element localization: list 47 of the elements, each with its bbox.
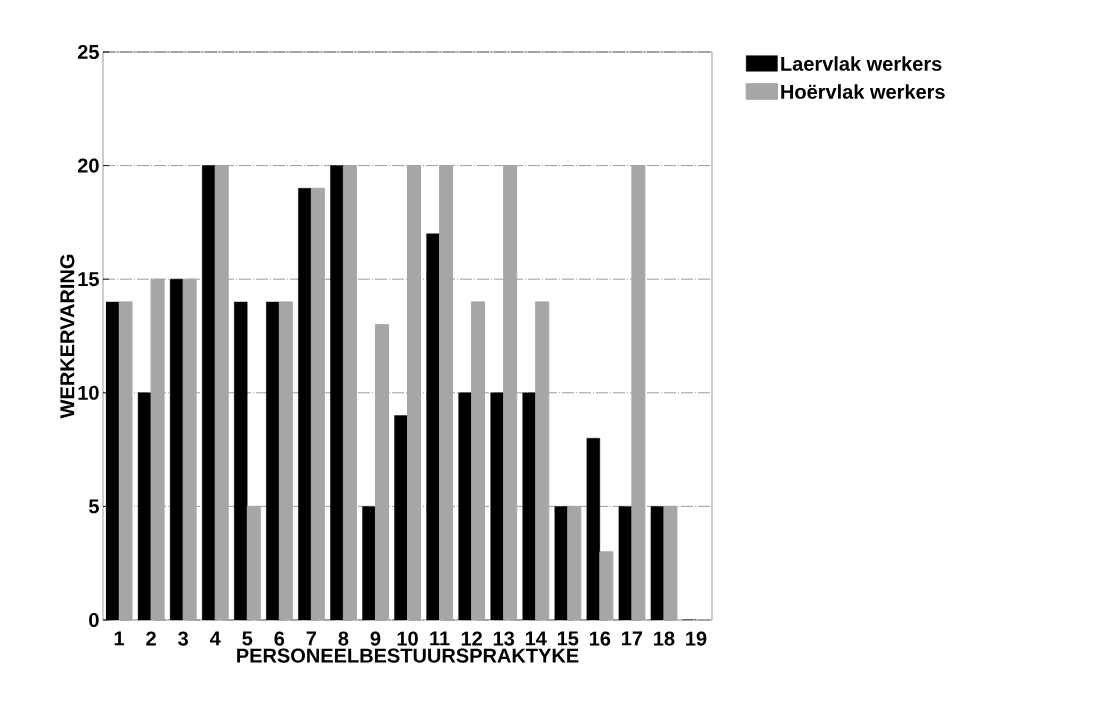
bar — [310, 187, 325, 620]
bar — [374, 324, 389, 620]
bar — [439, 165, 454, 620]
x-tick-label: 12 — [461, 631, 482, 646]
x-tick-label: 5 — [242, 631, 253, 646]
x-tick-label: 16 — [589, 631, 611, 646]
x-tick-label: 13 — [493, 631, 515, 646]
bar — [118, 301, 133, 620]
y-tick-label: 0 — [89, 612, 99, 628]
bar — [567, 505, 582, 620]
bar — [535, 301, 550, 620]
y-tick-label: 15 — [78, 272, 99, 287]
x-tick-label: 6 — [274, 631, 285, 646]
bar — [246, 505, 261, 620]
x-tick-label: 10 — [397, 631, 418, 646]
bar — [182, 278, 197, 620]
legend-label: Hoërvlak werkers — [781, 84, 945, 99]
bar — [471, 301, 486, 620]
x-tick-label: 4 — [209, 631, 221, 646]
x-tick-label: 7 — [306, 631, 317, 646]
bar — [407, 165, 422, 620]
bar — [214, 165, 229, 620]
bar — [631, 165, 646, 620]
y-tick-label: 25 — [77, 44, 99, 60]
x-tick-label: 8 — [338, 631, 349, 646]
x-tick-label: 9 — [370, 631, 381, 646]
bar — [278, 301, 293, 620]
x-tick-label: 18 — [654, 631, 675, 646]
x-tick-label: 14 — [525, 631, 547, 646]
bar — [342, 165, 357, 620]
y-axis-title: WERKERVARING — [60, 254, 75, 419]
x-axis-title: PERSONEELBESTUURSPRAKTYKE — [237, 648, 579, 663]
bar — [150, 278, 165, 620]
bar — [663, 505, 678, 620]
x-tick-label: 19 — [686, 631, 707, 646]
x-tick-label: 3 — [178, 631, 188, 646]
x-tick-label: 11 — [430, 631, 450, 646]
x-tick-label: 15 — [557, 631, 579, 646]
legend-label: Laervlak werkers — [781, 56, 942, 71]
bar — [503, 165, 518, 620]
y-tick-label: 20 — [77, 158, 99, 173]
y-tick-label: 5 — [88, 499, 99, 514]
x-tick-label: 2 — [146, 631, 156, 646]
x-tick-label: 17 — [622, 631, 643, 646]
y-tick-label: 10 — [78, 385, 99, 400]
bar — [599, 551, 614, 620]
x-tick-label: 1 — [114, 631, 125, 646]
